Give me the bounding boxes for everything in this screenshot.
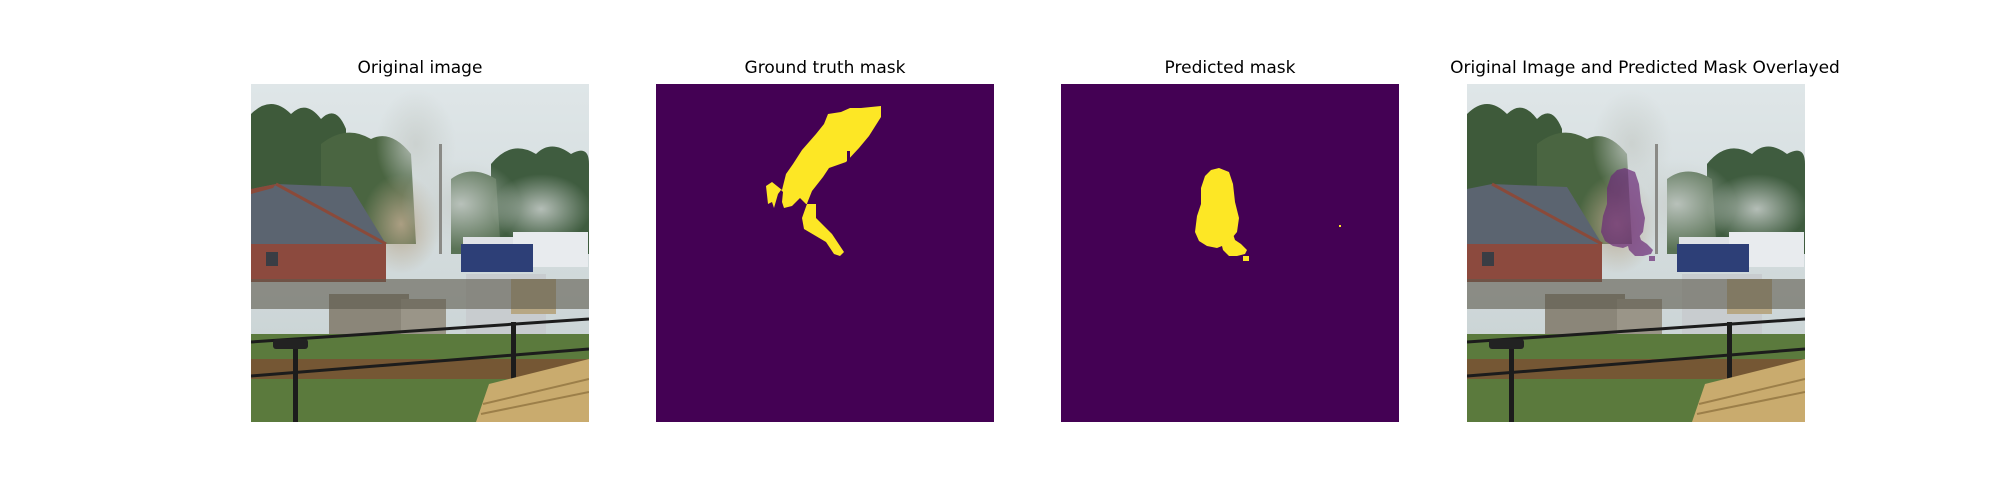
panel-title-overlay: Original Image and Predicted Mask Overla…: [1450, 58, 1840, 78]
original-image: [251, 84, 589, 422]
ground-truth-region: [766, 106, 881, 256]
predicted-region-small: [1221, 234, 1247, 256]
ground-truth-mask: [656, 84, 994, 422]
predicted-mask: [1061, 84, 1399, 422]
panel-title-ground-truth: Ground truth mask: [744, 58, 906, 78]
predicted-region-main: [1195, 168, 1239, 248]
overlay-mask: [1601, 168, 1655, 261]
panel-title-predicted: Predicted mask: [1164, 58, 1296, 78]
panel-title-original: Original image: [357, 58, 483, 78]
overlay-image: [1467, 84, 1805, 422]
